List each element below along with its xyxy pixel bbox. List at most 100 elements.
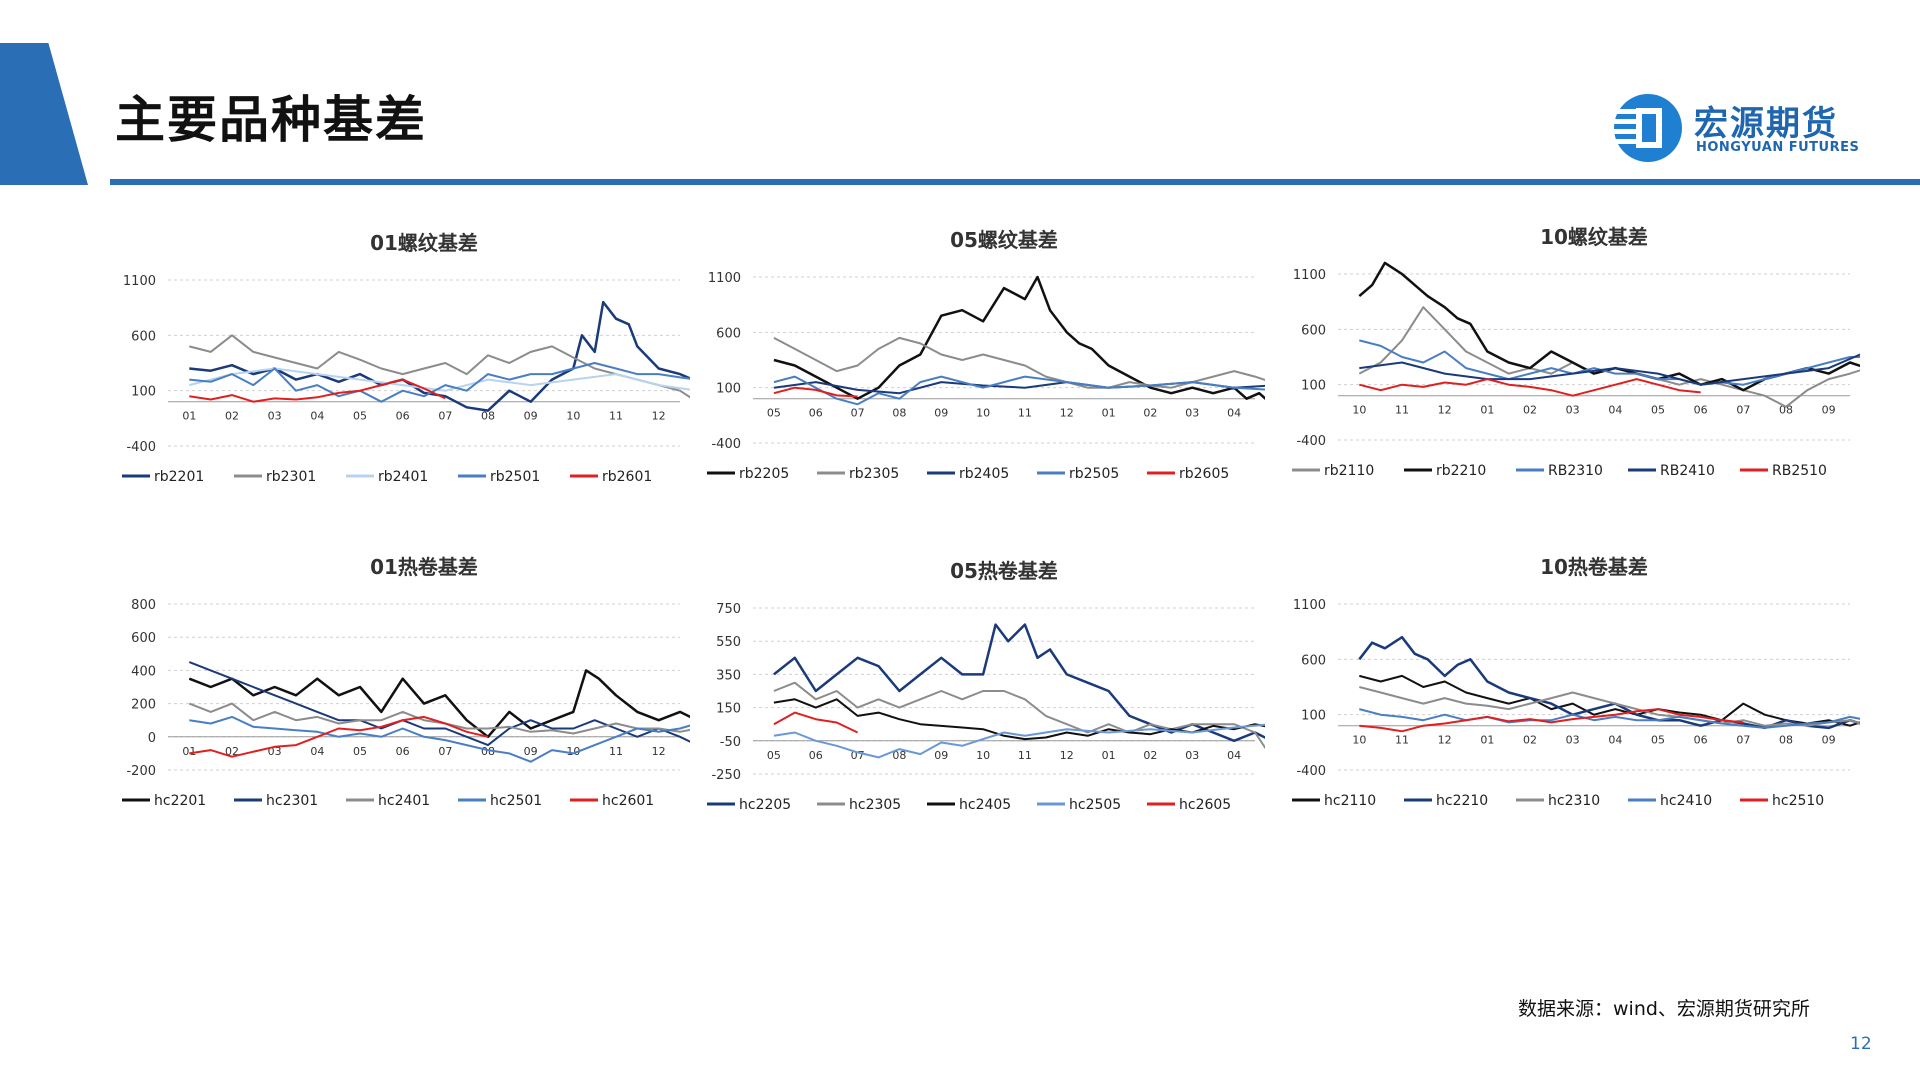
x-tick-label: 12 (652, 410, 666, 423)
legend-label: hc2505 (1069, 797, 1121, 813)
series-line-rb2510 (1359, 378, 1701, 397)
series-line-rb2305 (773, 336, 1265, 389)
x-tick-label: 04 (1227, 407, 1241, 420)
series-line-hc2310 (1359, 686, 1860, 727)
legend-label: RB2310 (1548, 463, 1603, 479)
legend-label: rb2301 (266, 469, 316, 485)
legend-item-rb2201: rb2201 (122, 469, 204, 485)
chart-hc10-basis: 10热卷基差 1100 600 100 -400 10 11 12 01 02 03 04 05 06 07… (1292, 555, 1860, 809)
series-line-hc2605 (773, 711, 859, 734)
legend-label: hc2301 (266, 793, 318, 809)
x-tick-label: 08 (1779, 404, 1793, 417)
legend-label: rb2405 (959, 466, 1009, 482)
x-tick-label: 06 (809, 749, 823, 762)
series-line-hc2410 (1359, 708, 1860, 729)
x-tick-label: 09 (1822, 734, 1836, 747)
y-tick-label: 100 (716, 382, 741, 397)
x-tick-label: 02 (1143, 407, 1157, 420)
legend-item-rb2401: rb2401 (346, 469, 428, 485)
x-tick-label: 06 (396, 745, 410, 758)
x-tick-label: 08 (481, 745, 495, 758)
legend-label: rb2110 (1324, 463, 1374, 479)
legend-item-hc2210: hc2210 (1404, 793, 1488, 809)
x-tick-label: 10 (566, 410, 580, 423)
x-tick-label: 05 (1651, 734, 1665, 747)
x-tick-label: 03 (268, 410, 282, 423)
legend-label: rb2601 (602, 469, 652, 485)
x-tick-label: 12 (1060, 407, 1074, 420)
series-line-hc2305 (773, 681, 1265, 750)
y-tick-label: 200 (131, 698, 156, 713)
series-line-hc2201 (188, 669, 690, 739)
x-tick-label: 01 (1102, 407, 1116, 420)
legend-item-hc2410: hc2410 (1628, 793, 1712, 809)
legend-item-rb2501: rb2501 (458, 469, 540, 485)
header-divider (110, 179, 1920, 185)
x-tick-label: 10 (976, 749, 990, 762)
y-tick-label: 1100 (1293, 268, 1326, 283)
legend-item-hc2305: hc2305 (817, 797, 901, 813)
x-tick-label: 01 (1102, 749, 1116, 762)
x-tick-label: 05 (353, 410, 367, 423)
x-tick-label: 08 (892, 407, 906, 420)
legend-item-rb2510: RB2510 (1740, 463, 1827, 479)
x-tick-label: 07 (438, 410, 452, 423)
y-tick-label: 1100 (123, 274, 156, 289)
legend-item-hc2605: hc2605 (1147, 797, 1231, 813)
y-tick-label: -400 (126, 440, 156, 455)
legend-label: rb2305 (849, 466, 899, 482)
x-tick-label: 09 (1822, 404, 1836, 417)
legend-label: rb2401 (378, 469, 428, 485)
logo-name-en: HONGYUAN FUTURES (1696, 140, 1860, 155)
legend-item-hc2601: hc2601 (570, 793, 654, 809)
x-tick-label: 04 (1608, 404, 1622, 417)
series-line-hc2505 (773, 723, 1265, 759)
series-line-hc2501 (189, 715, 690, 763)
x-tick-label: 11 (609, 745, 623, 758)
x-tick-label: 10 (1352, 734, 1366, 747)
series-line-hc2301 (188, 661, 690, 747)
x-tick-label: 10 (1352, 404, 1366, 417)
x-tick-label: 01 (182, 745, 196, 758)
x-tick-label: 04 (310, 745, 324, 758)
legend-item-rb2210: rb2210 (1404, 463, 1486, 479)
y-tick-label: 750 (716, 602, 741, 617)
x-tick-label: 02 (1523, 734, 1537, 747)
page-title: 主要品种基差 (115, 91, 427, 149)
x-tick-label: 12 (1438, 734, 1452, 747)
legend-label: hc2601 (602, 793, 654, 809)
series-line-rb2310 (1359, 339, 1860, 386)
legend-item-hc2510: hc2510 (1740, 793, 1824, 809)
y-tick-label: -400 (1296, 434, 1326, 449)
legend-item-hc2401: hc2401 (346, 793, 430, 809)
chart-rb01-basis: 01螺纹基差 1100 600 100 -400 01 02 03 04 05 06 07 08 09 10… (122, 231, 690, 485)
legend-label: hc2510 (1772, 793, 1824, 809)
legend-item-hc2301: hc2301 (234, 793, 318, 809)
legend-item-rb2405: rb2405 (927, 466, 1009, 482)
x-tick-label: 08 (892, 749, 906, 762)
legend-item-rb2601: rb2601 (570, 469, 652, 485)
series-line-rb2501 (189, 362, 690, 403)
x-tick-label: 06 (396, 410, 410, 423)
legend-label: hc2401 (378, 793, 430, 809)
x-tick-label: 05 (767, 407, 781, 420)
y-tick-label: 600 (131, 329, 156, 344)
legend-label: RB2410 (1660, 463, 1715, 479)
x-tick-label: 11 (1395, 404, 1409, 417)
x-tick-label: 08 (1779, 734, 1793, 747)
x-tick-label: 03 (1185, 407, 1199, 420)
x-tick-label: 11 (1018, 407, 1032, 420)
x-tick-label: 02 (1143, 749, 1157, 762)
x-tick-label: 09 (524, 745, 538, 758)
x-tick-label: 09 (934, 749, 948, 762)
chart-rb05-basis: 05螺纹基差 1100 600 100 -400 05 06 07 08 09 10 11 12 01 02… (707, 228, 1265, 482)
x-tick-label: 07 (438, 745, 452, 758)
x-tick-label: 01 (182, 410, 196, 423)
x-tick-label: 05 (353, 745, 367, 758)
page-number: 12 (1850, 1034, 1872, 1054)
legend-label: hc2110 (1324, 793, 1376, 809)
chart-title: 01螺纹基差 (370, 231, 478, 255)
legend-item-hc2405: hc2405 (927, 797, 1011, 813)
series-line-rb2205 (773, 275, 1265, 401)
